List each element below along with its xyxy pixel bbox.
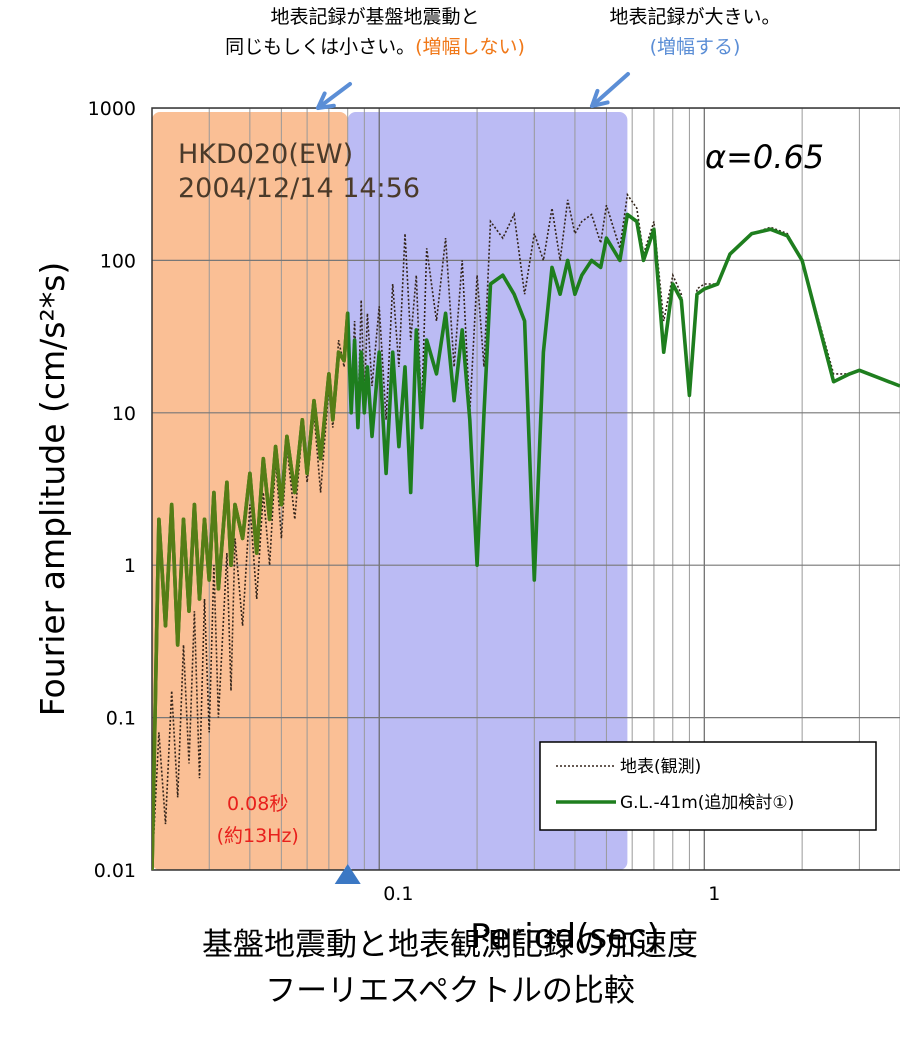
series-line-observed	[152, 192, 900, 870]
y-tick-label: 0.1	[106, 708, 136, 730]
legend: 地表(観測) G.L.-41m(追加検討①)	[539, 741, 877, 831]
arrow-amplified	[590, 72, 630, 108]
series-line-gl41m-overlap	[152, 311, 348, 870]
annotation-left-line1: 地表記録が基盤地震動と	[270, 6, 480, 28]
y-tick-label: 100	[100, 250, 136, 272]
x-tick-label: 1	[708, 883, 720, 905]
legend-box	[539, 741, 877, 831]
station-label: HKD020(EW)	[178, 139, 353, 170]
alpha-label: α=0.65	[705, 138, 824, 176]
marker-label-hz: (約13Hz)	[217, 825, 299, 847]
caption-line1: 基盤地震動と地表観測記録の加速度	[202, 927, 698, 963]
y-tick-label: 0.01	[94, 860, 136, 882]
x-axis-label: Period(sec)	[470, 917, 660, 957]
y-tick-label: 1	[124, 555, 136, 577]
legend-label: 地表(観測)	[620, 757, 701, 777]
y-tick-label: 1000	[88, 98, 136, 120]
annotation-left-line2-highlight: (増幅しない)	[415, 36, 525, 58]
marker-label-seconds: 0.08秒	[227, 793, 288, 815]
marker-triangle	[334, 864, 361, 884]
y-axis-label: Fourier amplitude (cm/s²*s)	[33, 262, 72, 717]
plot-frame	[151, 107, 900, 871]
datetime-label: 2004/12/14 14:56	[178, 173, 420, 204]
legend-label: G.L.-41m(追加検討①)	[620, 793, 794, 813]
annotation-left-line2-prefix: 同じもしくは小さい。	[225, 36, 416, 58]
annotation-amplified: 地表記録が大きい。 (増幅する)	[560, 2, 830, 62]
caption-line2: フーリエスペクトルの比較	[265, 973, 635, 1009]
fourier-spectrum-chart: 0.01 0.1 1 10 100 1000 0.1 1 Period(sec) Fourier …	[33, 72, 900, 957]
annotation-right-line2: (増幅する)	[649, 36, 741, 58]
annotation-not-amplified: 地表記録が基盤地震動と 同じもしくは小さい。(増幅しない)	[210, 2, 540, 62]
annotation-left-line2: 同じもしくは小さい。(増幅しない)	[210, 32, 540, 62]
figure-caption: 基盤地震動と地表観測記録の加速度 フーリエスペクトルの比較	[0, 922, 900, 1014]
annotation-right-line1: 地表記録が大きい。	[609, 6, 781, 28]
y-tick-label: 10	[112, 403, 136, 425]
x-tick-label: 0.1	[383, 883, 413, 905]
series-group	[152, 192, 900, 870]
arrow-not-amplified	[316, 82, 352, 110]
